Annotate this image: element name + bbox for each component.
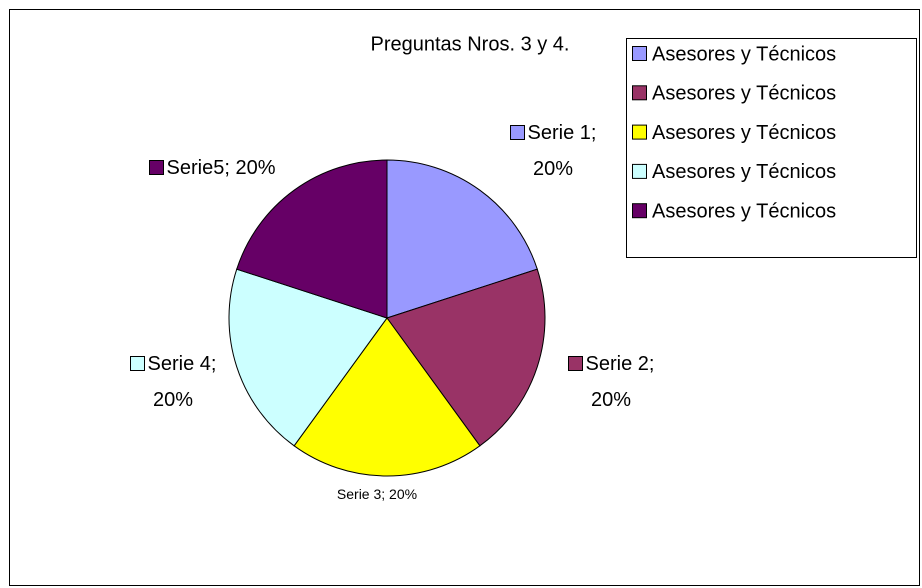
legend-key [632, 85, 647, 101]
legend-label: Asesores y Técnicos [652, 122, 836, 144]
legend-label: Asesores y Técnicos [652, 83, 836, 105]
pie-slice [228, 268, 388, 447]
data-label-text: Serie5; 20% [166, 157, 276, 179]
label-key [567, 356, 583, 371]
data-label-text: Serie 4; 20% [147, 353, 217, 411]
legend-label: Asesores y Técnicos [652, 43, 836, 65]
data-label: Serie 3; 20% [297, 482, 457, 507]
pie-slice [236, 159, 388, 319]
label-key [129, 356, 145, 371]
legend-label: Asesores y Técnicos [652, 161, 836, 183]
data-label-text: Serie 3; 20% [336, 486, 418, 502]
data-label: Serie5; 20% [112, 150, 312, 186]
pie-slice [386, 268, 546, 447]
label-key [148, 160, 164, 175]
data-label: Serie 4; 20% [108, 346, 238, 418]
data-label: Serie 2; 20% [546, 346, 676, 418]
label-key [509, 125, 525, 140]
legend-key [632, 124, 647, 140]
data-label: Serie 1; 20% [488, 115, 618, 187]
legend-box [626, 38, 917, 258]
data-label-text: Serie 2; 20% [585, 353, 655, 411]
legend-key [632, 163, 647, 179]
legend-key [632, 46, 647, 61]
pie-slice [293, 317, 481, 477]
legend-key [632, 203, 647, 219]
data-label-text: Serie 1; 20% [527, 122, 597, 180]
chart-title: Preguntas Nros. 3 y 4. [371, 33, 570, 55]
legend-label: Asesores y Técnicos [652, 200, 836, 222]
pie-slice [386, 159, 538, 319]
